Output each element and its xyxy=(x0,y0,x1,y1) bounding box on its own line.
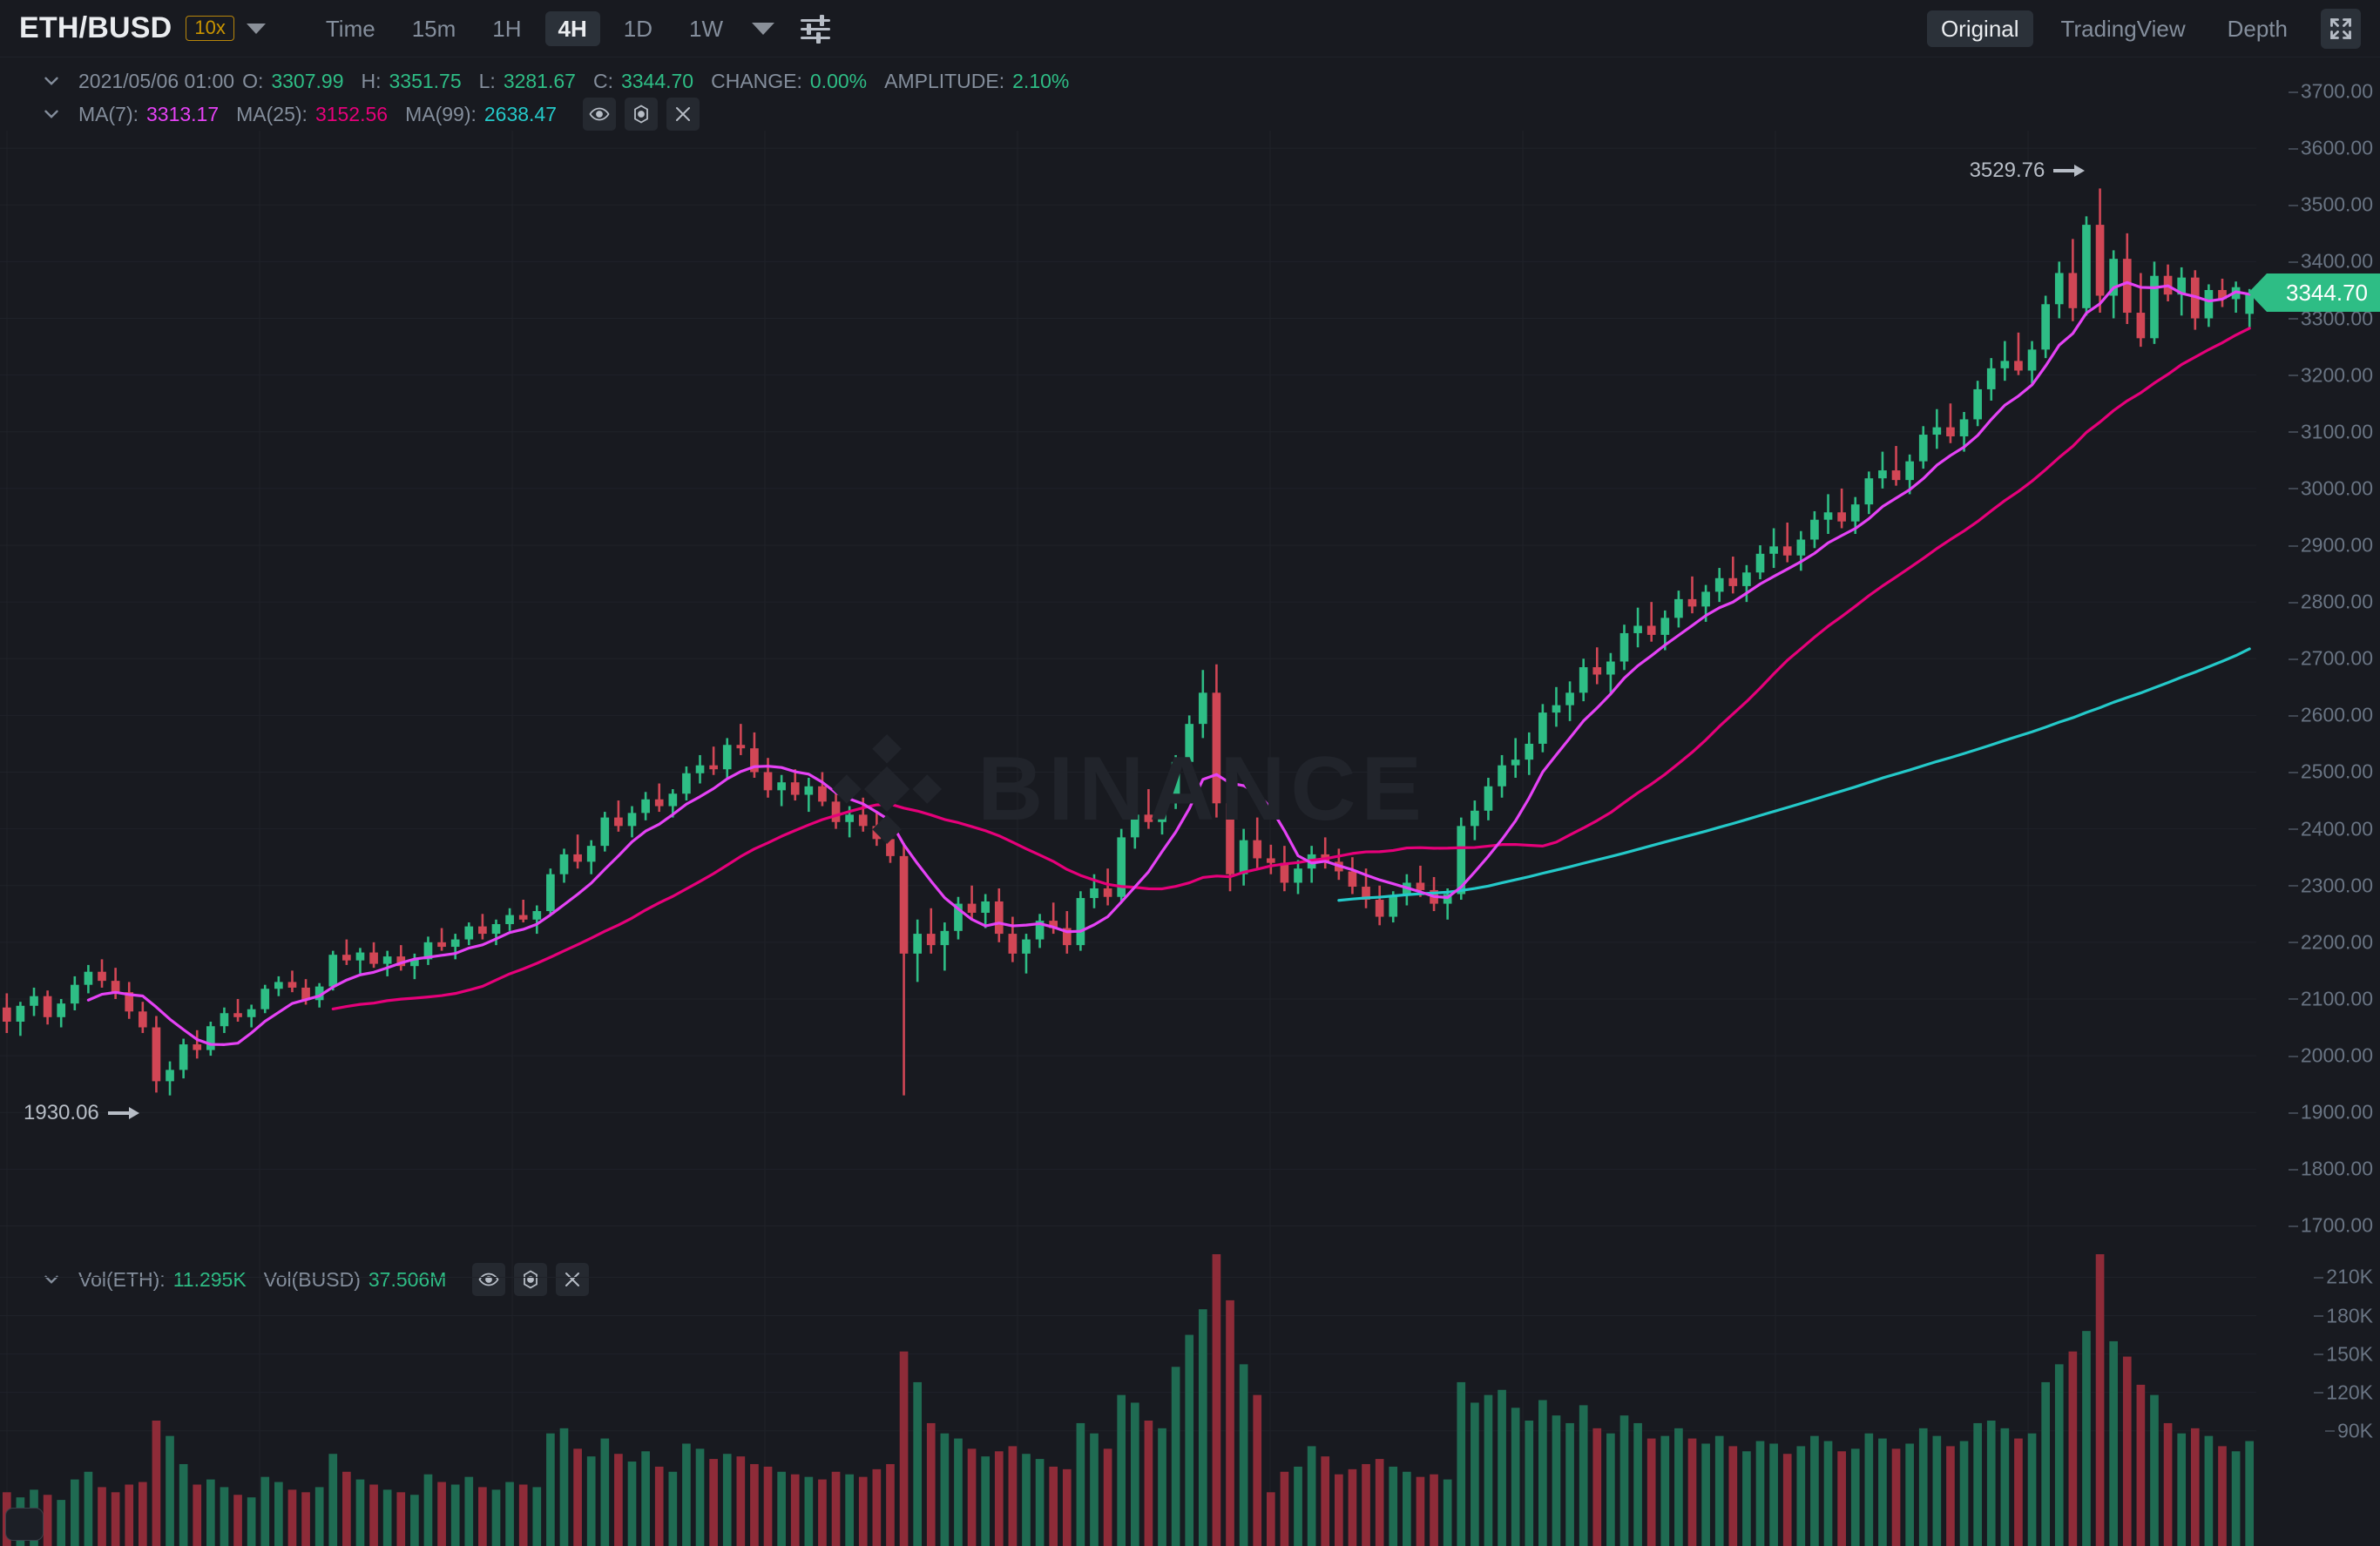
toolbar-left: ETH/BUSD 10x Time 15m 1H 4H 1D 1W xyxy=(0,10,831,46)
ohlc-close-value: 3344.70 xyxy=(620,69,694,92)
volume-busd-value: 37.506M xyxy=(368,1267,447,1291)
volume-axis[interactable]: 210K 180K 150K 120K 90K xyxy=(2256,1254,2380,1546)
price-axis-tick: 1700.00 xyxy=(2288,1213,2373,1237)
volume-eth-value: 11.295K xyxy=(172,1267,247,1291)
price-axis-tick: 2000.00 xyxy=(2288,1043,2373,1067)
ohlc-collapse-chevron-down-icon[interactable] xyxy=(40,70,63,92)
chart-toolbar: ETH/BUSD 10x Time 15m 1H 4H 1D 1W Origin… xyxy=(0,0,2380,57)
view-tab-original[interactable]: Original xyxy=(1926,10,2033,47)
price-axis-tick: 1800.00 xyxy=(2288,1157,2373,1180)
ohlc-low-label: L: xyxy=(478,69,496,92)
leverage-badge[interactable]: 10x xyxy=(186,16,234,41)
toolbar-right: Original TradingView Depth xyxy=(1920,8,2380,49)
ma99-value: 2638.47 xyxy=(483,102,558,125)
volume-axis-tick: 90K xyxy=(2325,1419,2373,1442)
chevron-down-icon[interactable] xyxy=(246,23,266,34)
high-annotation-value: 3529.76 xyxy=(1969,159,2045,183)
price-axis-tick: 3600.00 xyxy=(2288,136,2373,159)
ma-indicator-bar: MA(7): 3313.17 MA(25): 3152.56 MA(99): 2… xyxy=(0,98,700,131)
candlestick-canvas xyxy=(0,131,2256,1254)
ohlc-change-label: CHANGE: xyxy=(711,69,802,92)
price-axis-tick: 3200.00 xyxy=(2288,363,2373,387)
ohlc-change-value: 0.00% xyxy=(809,69,868,92)
volume-axis-tick: 180K xyxy=(2314,1304,2373,1327)
timeframe-1d[interactable]: 1D xyxy=(623,15,653,42)
ma25-value: 3152.56 xyxy=(314,102,389,125)
ohlc-close-label: C: xyxy=(592,69,613,92)
ohlc-datetime: 2021/05/06 01:00 xyxy=(78,69,235,92)
price-axis-tick: 2400.00 xyxy=(2288,817,2373,841)
gear-icon[interactable] xyxy=(625,98,659,131)
volume-eth-label: Vol(ETH): xyxy=(78,1267,166,1291)
ma7-value: 3313.17 xyxy=(146,102,220,125)
price-axis-tick: 2300.00 xyxy=(2288,874,2373,897)
price-axis[interactable]: 3700.00 3600.00 3500.00 3400.00 3300.00 3200.… xyxy=(2248,57,2380,1254)
ma-collapse-chevron-down-icon[interactable] xyxy=(40,103,63,125)
close-icon[interactable] xyxy=(556,1263,590,1296)
price-axis-tick: 3500.00 xyxy=(2288,192,2373,216)
price-axis-tick: 3400.00 xyxy=(2288,249,2373,273)
ohlc-amplitude-value: 2.10% xyxy=(1012,69,1070,92)
ma7-label: MA(7): xyxy=(78,102,139,125)
fullscreen-icon[interactable] xyxy=(2321,8,2361,49)
price-axis-tick: 2200.00 xyxy=(2288,930,2373,954)
ohlc-open-value: 3307.99 xyxy=(271,69,344,92)
sliders-icon[interactable] xyxy=(801,14,831,44)
view-tab-tradingview[interactable]: TradingView xyxy=(2060,15,2186,42)
close-icon[interactable] xyxy=(666,98,700,131)
price-axis-tick: 2900.00 xyxy=(2288,533,2373,557)
volume-collapse-chevron-down-icon[interactable] xyxy=(40,1268,63,1291)
volume-busd-label: Vol(BUSD) xyxy=(263,1267,361,1291)
ohlc-low-value: 3281.67 xyxy=(503,69,576,92)
price-axis-tick: 3000.00 xyxy=(2288,476,2373,500)
ohlc-high-label: H: xyxy=(361,69,382,92)
timeframe-1w[interactable]: 1W xyxy=(689,15,724,42)
timeframe-1h[interactable]: 1H xyxy=(492,15,522,42)
eye-icon[interactable] xyxy=(472,1263,506,1296)
ma25-label: MA(25): xyxy=(236,102,308,125)
ohlc-amplitude-label: AMPLITUDE: xyxy=(884,69,1005,92)
price-axis-tick: 2600.00 xyxy=(2288,703,2373,726)
timeframe-time[interactable]: Time xyxy=(325,15,375,42)
low-annotation: 1930.06 xyxy=(24,1101,139,1125)
volume-indicator-bar: Vol(ETH): 11.295K Vol(BUSD) 37.506M xyxy=(0,1263,590,1296)
price-axis-tick: 2500.00 xyxy=(2288,759,2373,783)
timeframe-15m[interactable]: 15m xyxy=(411,15,456,42)
timeframe-group: Time 15m 1H 4H 1D 1W xyxy=(308,10,831,46)
volume-axis-tick: 150K xyxy=(2314,1342,2373,1366)
price-axis-tick: 1900.00 xyxy=(2288,1100,2373,1124)
ohlc-info-bar: 2021/05/06 01:00 O: 3307.99 H: 3351.75 L… xyxy=(0,68,1086,94)
low-annotation-value: 1930.06 xyxy=(24,1100,99,1124)
volume-axis-tick: 120K xyxy=(2314,1381,2373,1404)
price-axis-tick: 3100.00 xyxy=(2288,420,2373,443)
timeframe-4h[interactable]: 4H xyxy=(544,10,600,46)
ohlc-open-label: O: xyxy=(242,69,264,92)
price-axis-tick: 2700.00 xyxy=(2288,646,2373,670)
price-axis-tick: 3700.00 xyxy=(2288,79,2373,103)
volume-canvas xyxy=(0,1254,2256,1546)
chart-reset-button[interactable] xyxy=(5,1508,44,1541)
arrow-right-icon xyxy=(2053,162,2086,179)
current-price-badge: 3344.70 xyxy=(2248,273,2380,313)
price-chart[interactable]: BINANCE 3529.76 1930.06 xyxy=(0,131,2256,1254)
price-axis-tick: 2800.00 xyxy=(2288,590,2373,613)
view-tab-depth[interactable]: Depth xyxy=(2227,15,2288,42)
timeframe-more-chevron-down-icon[interactable] xyxy=(752,22,775,35)
high-annotation: 3529.76 xyxy=(1970,159,2086,183)
volume-chart[interactable] xyxy=(0,1254,2256,1546)
ohlc-high-value: 3351.75 xyxy=(389,69,462,92)
pair-title: ETH/BUSD xyxy=(19,11,172,44)
volume-axis-tick: 210K xyxy=(2314,1265,2373,1288)
eye-icon[interactable] xyxy=(583,98,617,131)
arrow-right-icon xyxy=(107,1104,139,1122)
ma99-label: MA(99): xyxy=(405,102,477,125)
price-axis-tick: 2100.00 xyxy=(2288,987,2373,1010)
gear-icon[interactable] xyxy=(514,1263,548,1296)
